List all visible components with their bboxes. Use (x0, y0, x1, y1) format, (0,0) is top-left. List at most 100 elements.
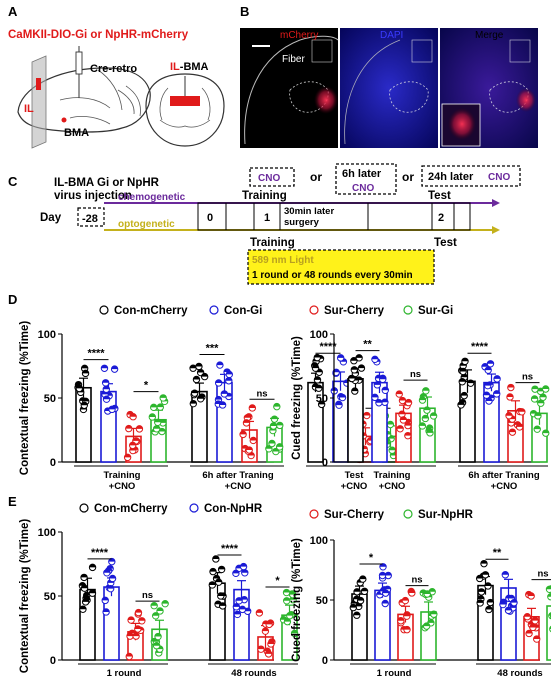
data-point (88, 589, 97, 597)
data-point (335, 401, 343, 409)
data-point (527, 592, 535, 600)
data-point (289, 590, 297, 599)
data-point (459, 367, 467, 376)
data-point (152, 425, 161, 433)
data-point (398, 410, 406, 418)
data-point (348, 374, 356, 383)
significance-label: ns (411, 575, 422, 586)
data-point (245, 446, 253, 454)
day-1: 1 (264, 212, 270, 224)
data-point (545, 585, 551, 593)
data-point (212, 555, 220, 563)
data-point (371, 393, 379, 402)
data-point (282, 588, 291, 597)
data-point (547, 592, 551, 601)
panel-a-title: CaMKII-DIO-Gi or NpHR-mCherry (8, 29, 189, 41)
panel-c-letter: C (8, 174, 18, 189)
data-point (248, 404, 257, 412)
data-point (80, 584, 89, 592)
cno-box-6h (335, 163, 397, 195)
data-point (103, 569, 111, 577)
data-point (232, 569, 240, 578)
data-point (507, 383, 515, 392)
data-point (261, 627, 270, 635)
data-point (209, 567, 217, 576)
data-point (200, 372, 209, 381)
data-point (457, 401, 465, 409)
data-point (530, 395, 539, 403)
optogenetic-label: optogenetic (118, 219, 175, 230)
y-tick-label: 0 (322, 457, 328, 469)
data-point (505, 412, 513, 420)
data-point (276, 421, 284, 430)
data-point (486, 360, 495, 368)
data-point (283, 597, 291, 605)
data-point (317, 400, 326, 409)
channel-mcherry: mCherry (280, 30, 318, 41)
data-point (214, 578, 223, 586)
data-point (132, 632, 140, 640)
data-point (217, 565, 226, 574)
data-point (286, 611, 294, 620)
data-point (208, 581, 216, 589)
category-label: Training (104, 470, 141, 481)
data-point (225, 377, 233, 385)
or-label-2: or (402, 170, 414, 184)
legend-e-left: Con-mCherry Con-NpHR (79, 503, 263, 515)
legend-marker-e-con-nphr (189, 503, 199, 513)
data-point (190, 389, 199, 397)
light-box (247, 249, 435, 285)
data-point (79, 605, 87, 613)
data-point (239, 562, 248, 571)
data-point (150, 602, 158, 610)
data-point (218, 602, 227, 610)
bma-label: BMA (64, 127, 89, 139)
data-point (101, 379, 110, 387)
data-point (138, 617, 146, 625)
data-point (422, 387, 430, 395)
data-point (381, 589, 390, 597)
data-point (349, 603, 357, 612)
legend-e-con-nphr: Con-NpHR (204, 503, 263, 515)
channel-dapi: DAPI (380, 30, 403, 41)
data-point (351, 387, 359, 395)
optogenetic-arrowhead (492, 226, 500, 234)
data-point (539, 393, 547, 401)
data-point (268, 439, 276, 448)
data-point (482, 391, 491, 399)
data-point (531, 616, 539, 625)
day-2: 2 (438, 212, 444, 224)
data-point (338, 393, 347, 402)
data-point (395, 390, 403, 398)
y-tick-label: 50 (44, 393, 56, 405)
training-bottom: Training (250, 237, 295, 249)
legend-marker-con-mcherry (99, 305, 109, 315)
data-point (100, 364, 109, 372)
data-point (255, 609, 264, 617)
data-point (359, 575, 367, 583)
panel-e-letter: E (8, 494, 17, 509)
data-point (102, 608, 110, 616)
legend-marker-sur-gi (403, 305, 413, 315)
data-point (403, 612, 411, 620)
legend-marker-sur-cherry (309, 305, 319, 315)
data-point (404, 421, 412, 430)
y-tick-label: 0 (322, 655, 328, 667)
data-point (476, 599, 484, 607)
data-point (134, 608, 143, 617)
data-point (350, 366, 359, 374)
significance-label: * (275, 575, 280, 587)
data-point (135, 425, 144, 433)
cre-retro-label: Cre-retro (90, 63, 137, 75)
data-point (381, 398, 389, 406)
data-point (239, 430, 247, 439)
data-point (273, 402, 281, 411)
data-point (241, 569, 249, 577)
data-point (460, 391, 468, 400)
data-point (315, 384, 323, 392)
data-point (401, 596, 410, 605)
data-point (404, 431, 412, 440)
data-point (501, 571, 510, 579)
data-point (233, 610, 242, 619)
